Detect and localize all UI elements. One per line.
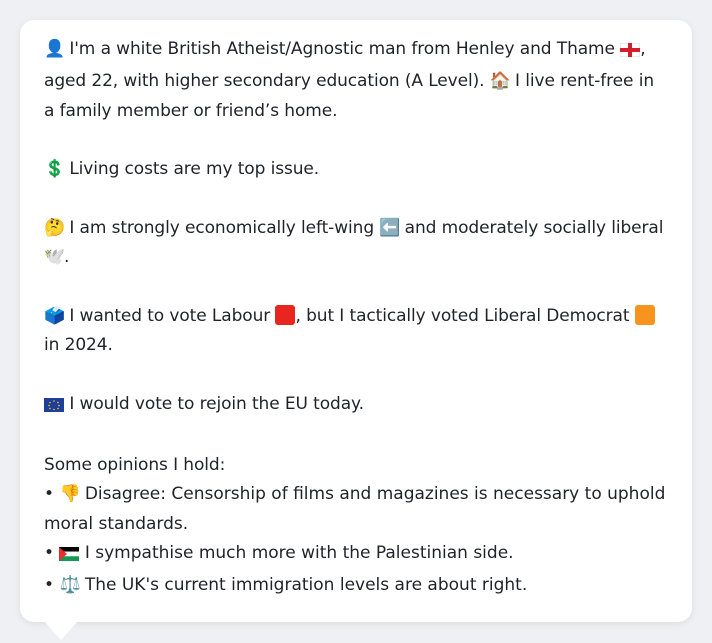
intro-rest-text: , aged 22, with higher secondary educati… <box>44 39 646 92</box>
person-icon: 👤 <box>44 39 66 59</box>
bullet: • <box>44 484 55 505</box>
dollar-icon: 💲 <box>44 159 66 180</box>
voting-history: 🗳️ I wanted to vote Labour , but I tacti… <box>44 302 668 361</box>
list-item: • ⚖️ The UK's current immigration levels… <box>44 571 668 600</box>
political-leaning: 🤔 I am strongly economically left-wing ⬅… <box>44 214 668 273</box>
ballot-box-icon: 🗳️ <box>44 305 66 326</box>
profile-intro: 👤 I'm a white British Atheist/Agnostic m… <box>44 35 668 126</box>
house-icon: 🏠 <box>489 71 511 92</box>
top-issue: 💲 Living costs are my top issue. <box>44 155 668 184</box>
thinking-face-icon: 🤔 <box>44 217 66 238</box>
opinion-text: The UK's current immigration levels are … <box>84 575 528 596</box>
palestine-flag-icon <box>59 542 80 571</box>
thumbs-down-icon: 👎 <box>59 484 81 505</box>
profile-card: 👤 I'm a white British Atheist/Agnostic m… <box>20 20 692 622</box>
opinion-text: Disagree: Censorship of films and magazi… <box>44 484 666 534</box>
libdem-orange-square-icon <box>634 304 655 325</box>
labour-red-square-icon <box>275 304 296 325</box>
eu-stance: I would vote to rejoin the EU today. <box>44 390 668 422</box>
dove-icon: 🕊️ <box>44 247 66 268</box>
opinions-list: • 👎 Disagree: Censorship of films and ma… <box>44 480 668 600</box>
spacer <box>44 126 668 155</box>
opinion-text: I sympathise much more with the Palestin… <box>84 543 514 564</box>
speech-bubble-tail <box>43 620 79 640</box>
scales-icon: ⚖️ <box>59 575 81 596</box>
opinions-heading: Some opinions I hold: <box>44 455 226 476</box>
spacer <box>44 422 668 451</box>
spacer <box>44 272 668 301</box>
housing-text: I live rent-free in a family member or f… <box>44 71 655 121</box>
spacer <box>44 184 668 213</box>
eu-flag-icon <box>44 393 64 422</box>
vote-mid-text: , but I tactically voted Liberal Democra… <box>295 305 630 326</box>
issue-text: Living costs are my top issue. <box>69 159 320 180</box>
bullet: • <box>44 575 55 596</box>
list-item: • 👎 Disagree: Censorship of films and ma… <box>44 480 668 539</box>
politics-post-text: and moderately socially liberal <box>404 217 664 238</box>
intro-text: I'm a white British Atheist/Agnostic man… <box>69 39 615 59</box>
bullet: • <box>44 543 55 564</box>
politics-end-text: . <box>64 247 70 268</box>
vote-pre-text: I wanted to vote Labour <box>69 305 271 326</box>
england-flag-icon <box>619 38 641 67</box>
left-arrow-icon: ⬅️ <box>379 217 401 238</box>
vote-end-text: in 2024. <box>44 334 113 355</box>
politics-pre-text: I am strongly economically left-wing <box>69 217 375 238</box>
eu-text: I would vote to rejoin the EU today. <box>69 393 364 414</box>
spacer <box>44 360 668 389</box>
list-item: • I sympathise much more with the Palest… <box>44 539 668 571</box>
